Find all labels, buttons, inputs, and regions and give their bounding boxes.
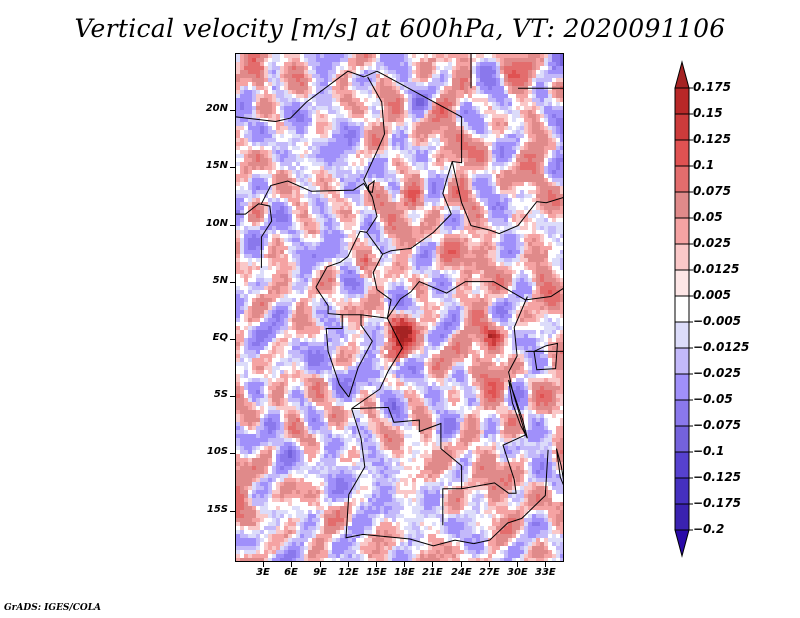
lake-victoria xyxy=(533,342,559,371)
y-tick-label: 20N xyxy=(205,103,228,114)
colorbar-swatch xyxy=(674,425,690,453)
x-tick-label: 30E xyxy=(507,567,528,578)
colorbar-swatch xyxy=(674,477,690,505)
lake-chad xyxy=(368,179,375,194)
colorbar-bottom-arrow xyxy=(674,529,690,558)
y-tick xyxy=(230,453,235,454)
colorbar-swatch xyxy=(674,451,690,479)
x-tick xyxy=(489,562,490,567)
y-tick-label: 10S xyxy=(206,446,228,457)
colorbar-swatch xyxy=(674,113,690,141)
x-tick-label: 15E xyxy=(366,567,387,578)
y-tick xyxy=(230,282,235,283)
country-border xyxy=(451,161,563,235)
x-tick xyxy=(517,562,518,567)
x-tick xyxy=(432,562,433,567)
colorbar-swatch xyxy=(674,321,690,349)
x-tick xyxy=(348,562,349,567)
x-tick xyxy=(291,562,292,567)
country-border xyxy=(345,408,474,547)
y-tick xyxy=(230,511,235,512)
country-border xyxy=(351,406,463,526)
colorbar-swatch xyxy=(674,503,690,531)
y-tick-label: 10N xyxy=(205,218,228,229)
colorbar-label: 0.075 xyxy=(693,184,731,198)
country-border xyxy=(325,314,350,398)
x-tick-label: 24E xyxy=(451,567,472,578)
colorbar-label: −0.0125 xyxy=(693,340,750,354)
x-tick-label: 6E xyxy=(284,567,298,578)
colorbar-swatch xyxy=(674,165,690,193)
footer-credit: GrADS: IGES/COLA xyxy=(4,603,102,613)
colorbar-label: −0.175 xyxy=(693,496,742,510)
x-tick-label: 21E xyxy=(422,567,443,578)
country-border xyxy=(236,70,378,123)
x-tick xyxy=(320,562,321,567)
country-border xyxy=(525,288,563,301)
colorbar-swatch xyxy=(674,87,690,115)
x-tick-label: 18E xyxy=(394,567,415,578)
y-tick-label: 5N xyxy=(212,275,228,286)
colorbar-label: −0.2 xyxy=(693,522,725,536)
colorbar-swatch xyxy=(674,139,690,167)
colorbar-label: −0.005 xyxy=(693,314,742,328)
country-border xyxy=(351,317,403,410)
colorbar-label: −0.05 xyxy=(693,392,733,406)
country-border xyxy=(473,449,549,545)
x-tick xyxy=(545,562,546,567)
x-tick-label: 12E xyxy=(338,567,359,578)
x-tick-label: 9E xyxy=(313,567,327,578)
country-border xyxy=(236,203,273,268)
lake-malawi xyxy=(556,448,563,486)
country-border xyxy=(461,296,528,494)
x-tick xyxy=(376,562,377,567)
colorbar-label: 0.05 xyxy=(693,210,723,224)
y-tick xyxy=(230,396,235,397)
colorbar-swatch xyxy=(674,191,690,219)
y-tick-label: 15S xyxy=(206,504,228,515)
country-border xyxy=(315,230,367,288)
y-tick-label: 5S xyxy=(213,389,228,400)
colorbar-top-arrow xyxy=(674,60,690,89)
colorbar-swatch xyxy=(674,373,690,401)
country-border xyxy=(348,314,373,398)
colorbar-label: 0.15 xyxy=(693,106,723,120)
colorbar-swatch xyxy=(674,243,690,271)
map-field xyxy=(236,54,563,561)
country-border xyxy=(315,253,392,319)
colorbar-swatch xyxy=(674,399,690,427)
y-tick xyxy=(230,339,235,340)
colorbar-label: 0.005 xyxy=(693,288,731,302)
x-tick-label: 27E xyxy=(479,567,500,578)
x-tick xyxy=(263,562,264,567)
map-plot-area xyxy=(235,53,564,562)
colorbar-label: 0.025 xyxy=(693,236,731,250)
colorbar-swatch xyxy=(674,217,690,245)
colorbar-swatch xyxy=(674,347,690,375)
y-tick xyxy=(230,225,235,226)
colorbar-label: −0.075 xyxy=(693,418,742,432)
y-tick xyxy=(230,167,235,168)
y-tick xyxy=(230,110,235,111)
colorbar-label: 0.1 xyxy=(693,158,715,172)
x-tick xyxy=(404,562,405,567)
y-tick-label: 15N xyxy=(205,160,228,171)
country-border xyxy=(363,76,452,255)
y-tick-label: EQ xyxy=(212,332,228,343)
colorbar-swatch xyxy=(674,269,690,297)
country-border xyxy=(386,280,526,319)
colorbar-label: −0.125 xyxy=(693,470,742,484)
colorbar-swatch xyxy=(674,295,690,323)
x-tick xyxy=(461,562,462,567)
colorbar-label: 0.0125 xyxy=(693,262,740,276)
lake-tanganyika xyxy=(508,379,528,439)
x-tick-label: 33E xyxy=(535,567,556,578)
colorbar-label: −0.1 xyxy=(693,444,725,458)
colorbar-label: −0.025 xyxy=(693,366,742,380)
country-border xyxy=(260,180,373,205)
chart-title: Vertical velocity [m/s] at 600hPa, VT: 2… xyxy=(74,14,726,43)
x-tick-label: 3E xyxy=(256,567,270,578)
colorbar-label: 0.125 xyxy=(693,132,731,146)
colorbar-label: 0.175 xyxy=(693,80,731,94)
